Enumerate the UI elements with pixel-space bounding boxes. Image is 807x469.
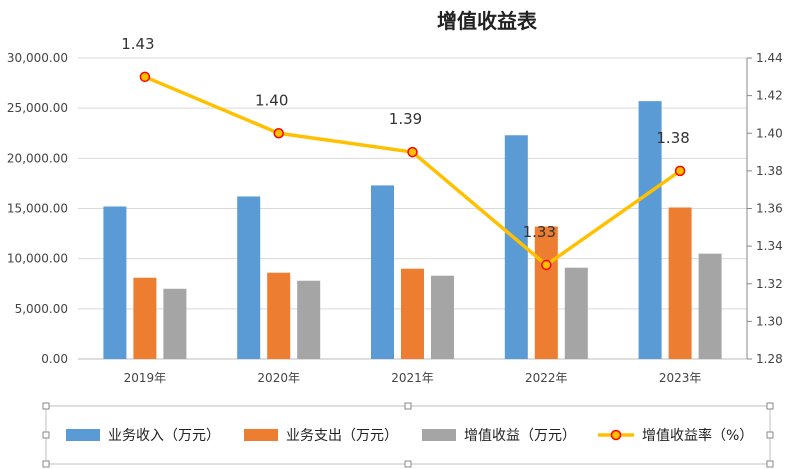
bar [668, 207, 692, 359]
legend-marker [610, 429, 622, 441]
bar [133, 277, 157, 359]
bar [401, 268, 424, 359]
data-label: 1.39 [389, 110, 422, 128]
y-left-tick-label: 30,000.00 [7, 51, 68, 65]
bar [564, 267, 588, 359]
legend-label: 业务支出（万元） [286, 428, 398, 444]
x-tick-label: 2021年 [391, 371, 434, 385]
resize-handle [766, 431, 774, 439]
bar [504, 135, 528, 359]
y-left-tick-label: 10,000.00 [7, 252, 68, 266]
resize-handle [42, 460, 50, 468]
y-right-tick-label: 1.28 [756, 352, 783, 366]
legend[interactable]: 业务收入（万元） 业务支出（万元） 增值收益（万元） 增值收益率（%） [42, 402, 774, 468]
bar [698, 253, 722, 359]
legend-label: 业务收入（万元） [108, 428, 220, 444]
bar [103, 206, 127, 359]
bar [237, 196, 261, 359]
x-tick-label: 2022年 [525, 371, 568, 385]
bar [297, 280, 321, 359]
data-label: 1.40 [255, 91, 288, 109]
legend-swatch [244, 429, 278, 441]
bar [431, 275, 454, 359]
line-point [674, 165, 686, 177]
bar [534, 226, 558, 359]
x-tick-label: 2020年 [257, 371, 300, 385]
y-right-tick-label: 1.34 [756, 239, 783, 253]
bar [163, 288, 187, 359]
tick-labels: 0.00 5,000.00 10,000.00 15,000.00 20,000.00 2… [7, 51, 783, 385]
x-tick-label: 2019年 [124, 371, 167, 385]
legend-label: 增值收益（万元） [464, 428, 576, 444]
line-point [273, 128, 284, 139]
y-left-tick-label: 5,000.00 [15, 302, 68, 316]
data-label: 1.43 [121, 35, 154, 53]
legend-swatch [422, 429, 456, 441]
y-right-tick-label: 1.30 [756, 314, 783, 328]
bars [103, 101, 722, 359]
bar [371, 185, 394, 359]
line-series: 1.43 1.40 1.39 1.33 1.38 [121, 35, 690, 271]
chart-title: 增值收益表 [437, 9, 538, 33]
y-left-tick-label: 0.00 [41, 352, 68, 366]
line-series-path [144, 75, 682, 267]
y-right-tick-label: 1.44 [756, 51, 783, 65]
resize-handle [42, 431, 50, 439]
bar [267, 272, 291, 359]
data-label: 1.33 [523, 223, 556, 241]
y-left-tick-label: 20,000.00 [7, 151, 68, 165]
y-right-tick-label: 1.40 [756, 126, 783, 140]
y-left-tick-label: 25,000.00 [7, 101, 68, 115]
grid [78, 57, 747, 310]
line-point [139, 71, 151, 83]
bar [638, 101, 662, 359]
y-right-tick-label: 1.32 [756, 277, 783, 291]
y-right-tick-label: 1.42 [756, 89, 783, 103]
y-right-tick-label: 1.38 [756, 164, 783, 178]
y-left-tick-label: 15,000.00 [7, 202, 68, 216]
legend-swatch [66, 429, 100, 441]
line-point [407, 146, 418, 158]
resize-handle [766, 402, 774, 410]
line-point [541, 259, 552, 271]
legend-label: 增值收益率（%） [642, 427, 753, 444]
resize-handle [42, 402, 50, 410]
resize-handle [404, 460, 412, 468]
resize-handle [766, 460, 774, 468]
x-tick-label: 2023年 [659, 371, 702, 385]
y-right-tick-label: 1.36 [756, 202, 783, 216]
resize-handle [404, 402, 412, 410]
data-label: 1.38 [656, 129, 689, 147]
